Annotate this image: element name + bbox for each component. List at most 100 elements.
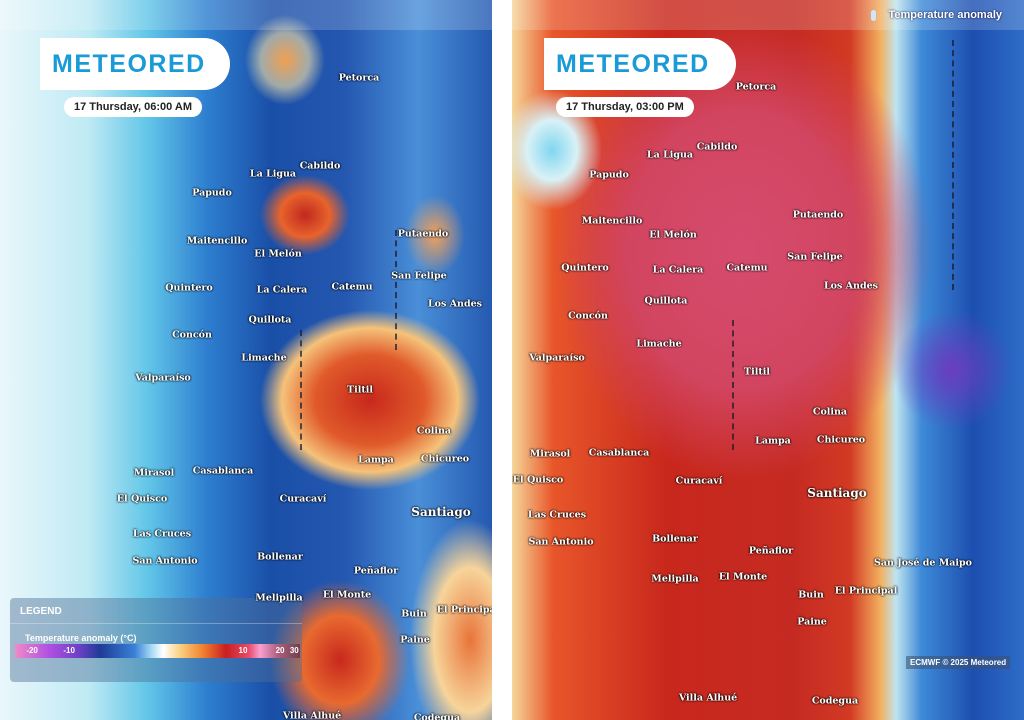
place-label: Mirasol [529, 448, 571, 460]
place-label: Las Cruces [527, 509, 587, 521]
place-label: Concón [172, 329, 212, 341]
place-label: San Antonio [528, 536, 594, 548]
place-label: Petorca [735, 81, 777, 93]
meteored-logo[interactable]: METEORED [544, 38, 736, 90]
place-label: Cabildo [696, 141, 738, 153]
region-border [300, 330, 302, 450]
place-label: San José de Maipo [873, 557, 973, 569]
place-label: Peñaflor [748, 545, 794, 557]
place-label: Curacaví [675, 475, 723, 487]
place-label: San Antonio [132, 555, 198, 567]
layer-title-text: Temperature anomaly [888, 9, 1002, 21]
place-label: Santiago [807, 486, 867, 500]
place-label: Limache [241, 352, 287, 364]
country-border [952, 40, 954, 290]
region-border [732, 320, 734, 450]
legend-title: Temperature anomaly (°C) [25, 633, 137, 643]
tick-label: 10 [238, 646, 248, 655]
place-label: Papudo [589, 169, 629, 181]
place-label: Paine [400, 634, 430, 646]
place-label: Quillota [644, 295, 688, 307]
place-label: Los Andes [824, 280, 878, 292]
place-label: Paine [797, 616, 827, 628]
place-label: Santiago [411, 505, 471, 519]
place-label: El Quisco [512, 474, 564, 486]
place-label: La Calera [256, 284, 308, 296]
place-label: San Felipe [787, 251, 843, 263]
place-label: Catemu [726, 262, 768, 274]
meteored-logo[interactable]: METEORED [40, 38, 230, 90]
tick-label: -10 [63, 646, 75, 655]
place-label: Valparaíso [529, 352, 585, 364]
place-label: Maitencillo [186, 235, 248, 247]
place-label: Bollenar [652, 533, 698, 545]
place-label: Papudo [192, 187, 232, 199]
place-label: Buin [798, 589, 824, 601]
place-label: El Melón [254, 248, 302, 260]
layer-title: Temperature anomaly [871, 9, 1002, 21]
place-label: Putaendo [397, 228, 449, 240]
forecast-time: 17 Thursday, 06:00 AM [64, 97, 202, 117]
tick-label: -20 [26, 646, 38, 655]
place-label: Quintero [165, 282, 213, 294]
place-label: Melipilla [651, 573, 699, 585]
place-label: Colina [812, 406, 848, 418]
tick-label: 30 [289, 646, 299, 655]
legend-heading: LEGEND [10, 598, 302, 624]
place-label: Tiltil [744, 366, 770, 378]
place-label: Valparaíso [135, 372, 191, 384]
forecast-time: 17 Thursday, 03:00 PM [556, 97, 694, 117]
place-label: Bollenar [257, 551, 303, 563]
logo-text: METEORED [52, 49, 206, 78]
thermometer-icon [871, 9, 877, 21]
place-label: Codegua [413, 712, 461, 720]
place-label: Concón [568, 310, 608, 322]
place-label: La Calera [652, 264, 704, 276]
place-label: La Ligua [249, 168, 297, 180]
place-label: Las Cruces [132, 528, 192, 540]
place-label: Los Andes [428, 298, 482, 310]
place-label: Peñaflor [353, 565, 399, 577]
top-bar [0, 0, 492, 30]
map-panel-afternoon[interactable]: Temperature anomaly METEORED 17 Thursday… [512, 0, 1024, 720]
legend: LEGEND Temperature anomaly (°C) -20 -10 … [10, 598, 302, 682]
place-label: El Principal [436, 604, 492, 616]
place-label: Lampa [755, 435, 791, 447]
place-label: El Melón [649, 229, 697, 241]
place-label: Quillota [248, 314, 292, 326]
place-label: Mirasol [133, 467, 175, 479]
place-label: Villa Alhué [282, 710, 342, 720]
place-label: El Monte [718, 571, 768, 583]
credit: ECMWF © 2025 Meteored [906, 656, 1011, 669]
color-scale: -20 -10 0 10 20 30 [15, 644, 300, 658]
place-label: Casablanca [192, 465, 254, 477]
top-bar [512, 0, 1024, 30]
place-label: Tiltil [347, 384, 373, 396]
region-border [395, 230, 397, 350]
tick-label: 0 [160, 646, 166, 655]
place-label: El Principal [834, 585, 898, 597]
place-label: Melipilla [255, 592, 303, 604]
place-label: La Ligua [646, 149, 694, 161]
place-label: Cabildo [299, 160, 341, 172]
place-label: El Quisco [116, 493, 168, 505]
place-label: Casablanca [588, 447, 650, 459]
place-label: Villa Alhué [678, 692, 738, 704]
tick-label: 20 [275, 646, 285, 655]
place-label: San Felipe [391, 270, 447, 282]
place-label: Buin [401, 608, 427, 620]
place-label: Chicureo [420, 453, 470, 465]
place-label: Codegua [811, 695, 859, 707]
place-label: Chicureo [816, 434, 866, 446]
place-label: Quintero [561, 262, 609, 274]
place-label: Colina [416, 425, 452, 437]
place-label: El Monte [322, 589, 372, 601]
place-label: Limache [636, 338, 682, 350]
place-label: Catemu [331, 281, 373, 293]
map-panel-morning[interactable]: METEORED 17 Thursday, 06:00 AM LEGEND Te… [0, 0, 492, 720]
place-label: Petorca [338, 72, 380, 84]
place-label: Curacaví [279, 493, 327, 505]
place-label: Maitencillo [581, 215, 643, 227]
logo-text: METEORED [556, 49, 710, 78]
place-label: Lampa [358, 454, 394, 466]
